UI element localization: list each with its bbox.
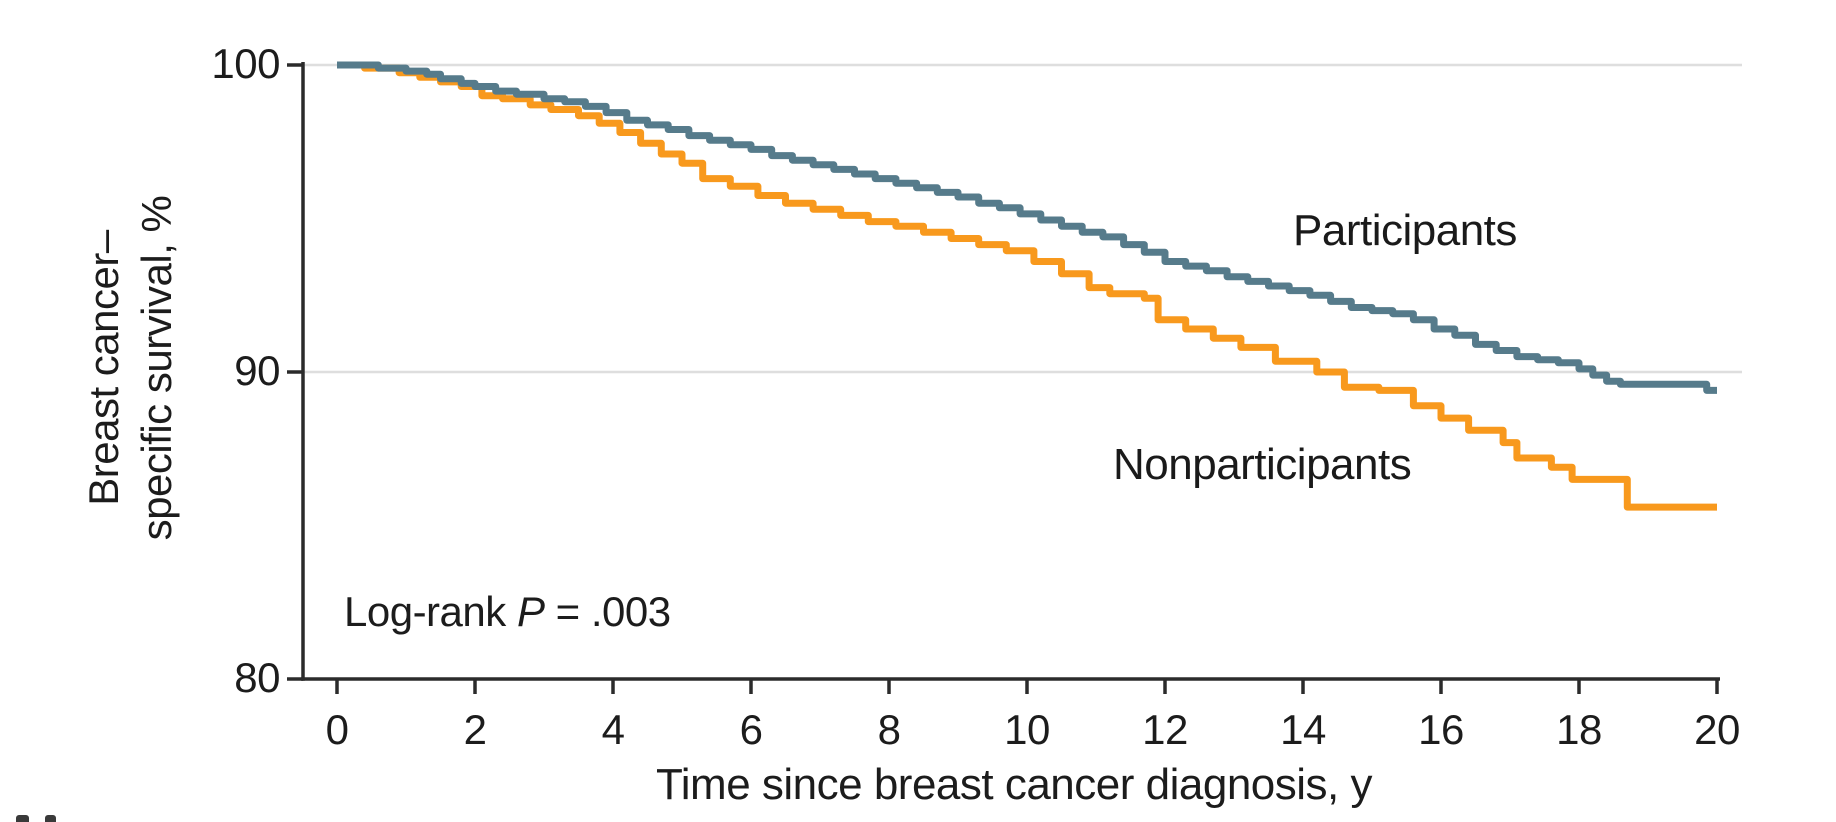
x-tick-label-6: 6 bbox=[739, 706, 763, 753]
survival-curves bbox=[337, 61, 1717, 511]
y-tick-label-100: 100 bbox=[211, 40, 280, 88]
x-tick-label-18: 18 bbox=[1556, 706, 1602, 753]
logrank-suffix: = .003 bbox=[544, 588, 671, 635]
x-tick-label-8: 8 bbox=[877, 706, 901, 753]
nonparticipants-series-label: Nonparticipants bbox=[1113, 440, 1412, 489]
gridlines bbox=[303, 63, 1742, 374]
x-tick-label-4: 4 bbox=[601, 706, 625, 753]
x-tick-label-0: 0 bbox=[325, 706, 349, 753]
x-tick-label-16: 16 bbox=[1418, 706, 1464, 753]
logrank-annotation: Log-rank P = .003 bbox=[344, 588, 671, 636]
x-tick-label-10: 10 bbox=[1004, 706, 1050, 753]
y-axis-title: Breast cancer– specific survival, % bbox=[77, 196, 183, 541]
x-axis-title: Time since breast cancer diagnosis, y bbox=[656, 760, 1372, 809]
y-axis-title-line2: specific survival, % bbox=[133, 195, 180, 541]
y-tick-label-80: 80 bbox=[234, 654, 280, 702]
y-tick-label-90: 90 bbox=[234, 347, 280, 395]
x-tick-label-20: 20 bbox=[1694, 706, 1740, 753]
participants-curve bbox=[337, 61, 1717, 394]
x-tick-label-12: 12 bbox=[1142, 706, 1188, 753]
participants-series-label: Participants bbox=[1293, 206, 1517, 255]
y-axis-title-line1: Breast cancer– bbox=[80, 230, 127, 506]
cropped-text-fragment bbox=[16, 815, 29, 822]
nonparticipants-curve bbox=[337, 61, 1717, 511]
tick-marks bbox=[287, 63, 1719, 694]
logrank-p-symbol: P bbox=[516, 588, 545, 635]
x-tick-label-14: 14 bbox=[1280, 706, 1326, 753]
cropped-text-fragment bbox=[45, 815, 56, 822]
logrank-prefix: Log-rank bbox=[344, 588, 517, 635]
x-tick-label-2: 2 bbox=[463, 706, 487, 753]
